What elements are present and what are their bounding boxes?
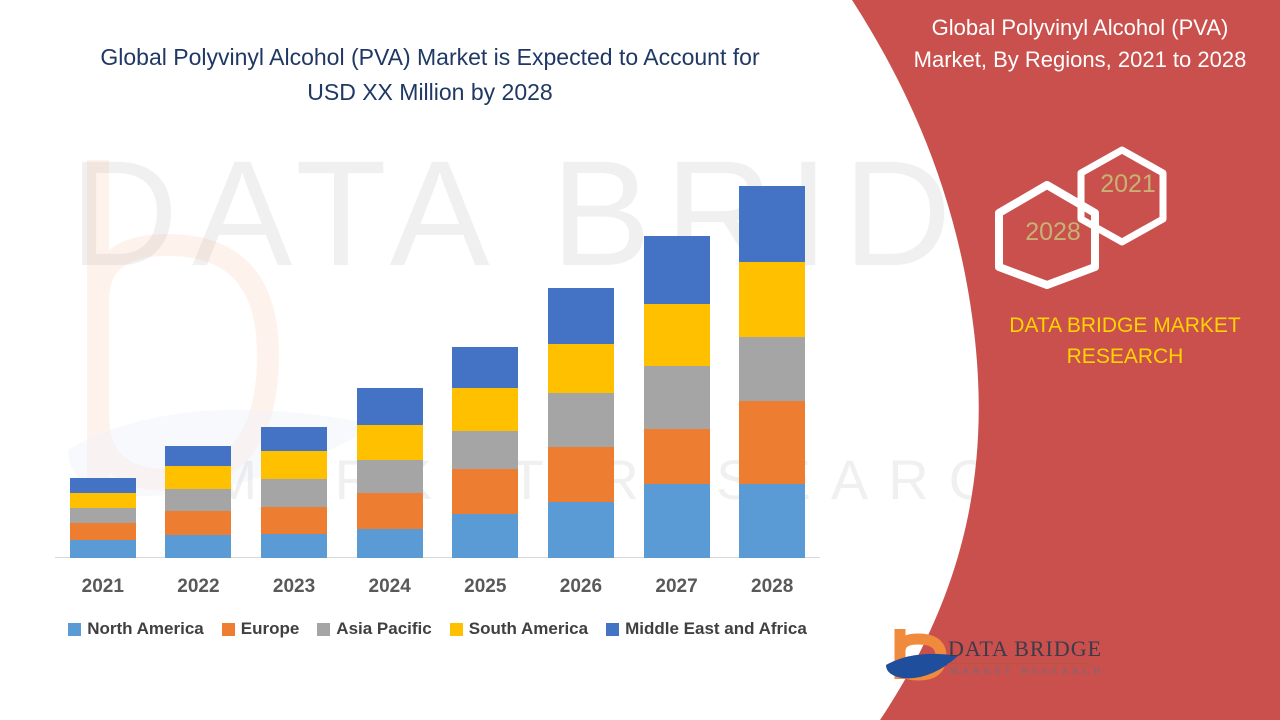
panel-title: Global Polyvinyl Alcohol (PVA) Market, B… bbox=[913, 15, 1247, 72]
x-axis-label: 2022 bbox=[177, 576, 220, 597]
hexagon-year-end: 2028 bbox=[1025, 218, 1081, 246]
bar-group bbox=[356, 387, 423, 558]
bar-segment bbox=[261, 427, 328, 452]
x-axis-label: 2026 bbox=[559, 576, 603, 597]
legend-item[interactable]: Europe bbox=[221, 619, 300, 639]
bar-segment bbox=[356, 459, 423, 493]
bar-segment bbox=[356, 528, 423, 558]
chart-x-axis: 2021 2022 2023 2024 2025 2026 2027 2028 bbox=[55, 566, 820, 600]
bar-segment bbox=[643, 428, 710, 484]
bar-group bbox=[547, 287, 614, 558]
logo-divider bbox=[948, 663, 1091, 664]
bar-segment bbox=[356, 424, 423, 460]
bar-segment bbox=[261, 534, 328, 558]
bar-segment bbox=[356, 492, 423, 529]
bar-segment bbox=[69, 508, 136, 524]
bar-segment bbox=[261, 507, 328, 535]
bar-group bbox=[261, 427, 328, 558]
bar-segment bbox=[452, 388, 519, 432]
bar-segment bbox=[452, 431, 519, 470]
legend-swatch-icon bbox=[221, 622, 235, 636]
hexagon-2021-icon bbox=[1077, 146, 1167, 246]
bar-segment bbox=[261, 451, 328, 480]
legend-label: Europe bbox=[240, 619, 300, 638]
bar-segment bbox=[452, 347, 519, 389]
chart-legend: North America Europe Asia Pacific South Ame… bbox=[55, 613, 820, 645]
logo-wordmark: DATA BRIDGE bbox=[948, 636, 1103, 661]
chart-axis-line bbox=[55, 557, 820, 558]
legend-swatch-icon bbox=[606, 622, 620, 636]
hexagon-2028-icon bbox=[995, 181, 1099, 289]
bar-segment bbox=[69, 523, 136, 541]
legend-label: South America bbox=[468, 619, 589, 638]
x-axis-label: 2027 bbox=[655, 576, 698, 597]
bar-segment bbox=[165, 534, 232, 558]
bar-segment bbox=[69, 493, 136, 509]
chart-plot-area bbox=[55, 150, 820, 558]
bar-segment bbox=[261, 479, 328, 508]
bar-segment bbox=[69, 478, 136, 494]
x-axis-label: 2028 bbox=[751, 576, 794, 597]
bar-segment bbox=[547, 344, 614, 394]
bar-segment bbox=[452, 514, 519, 558]
right-panel bbox=[840, 0, 1280, 720]
legend-swatch-icon bbox=[68, 622, 82, 636]
data-bridge-logo-icon bbox=[886, 629, 958, 681]
x-axis-label: 2024 bbox=[368, 576, 411, 597]
chart-title: Global Polyvinyl Alcohol (PVA) Market is… bbox=[100, 44, 760, 105]
bar-segment bbox=[643, 303, 710, 366]
logo-subtitle: MARKET RESEARCH bbox=[950, 666, 1105, 676]
legend-swatch-icon bbox=[449, 622, 463, 636]
legend-item[interactable]: Asia Pacific bbox=[317, 619, 432, 639]
bar-segment bbox=[739, 483, 806, 558]
bar-group bbox=[643, 235, 710, 558]
bar-segment bbox=[739, 261, 806, 338]
bar-segment bbox=[165, 445, 232, 466]
bar-group bbox=[739, 186, 806, 558]
hexagon-year-start: 2021 bbox=[1100, 170, 1156, 198]
bar-segment bbox=[356, 387, 423, 425]
bar-group bbox=[69, 478, 136, 558]
legend-label: Asia Pacific bbox=[336, 619, 432, 638]
bar-segment bbox=[547, 447, 614, 503]
legend-swatch-icon bbox=[317, 622, 331, 636]
bar-group bbox=[452, 347, 519, 558]
legend-label: Middle East and Africa bbox=[625, 619, 807, 638]
bar-segment bbox=[643, 365, 710, 429]
legend-label: North America bbox=[87, 619, 204, 638]
x-axis-label: 2023 bbox=[272, 576, 316, 597]
bar-segment bbox=[643, 483, 710, 558]
bar-segment bbox=[165, 510, 232, 535]
bar-group bbox=[165, 445, 232, 558]
bar-segment bbox=[69, 540, 136, 558]
brand-title: DATA BRIDGE MARKET RESEARCH bbox=[1009, 314, 1241, 368]
bar-segment bbox=[739, 186, 806, 262]
x-axis-label: 2025 bbox=[464, 576, 507, 597]
legend-item[interactable]: North America bbox=[68, 619, 204, 639]
x-axis-label: 2021 bbox=[81, 576, 124, 597]
bar-segment bbox=[547, 393, 614, 448]
bar-segment bbox=[643, 235, 710, 304]
hexagon-group bbox=[985, 145, 1185, 290]
bar-segment bbox=[547, 287, 614, 345]
bar-segment bbox=[739, 401, 806, 484]
bar-segment bbox=[739, 337, 806, 402]
bar-segment bbox=[452, 469, 519, 515]
bar-segment bbox=[547, 502, 614, 558]
bar-segment bbox=[165, 465, 232, 489]
legend-item[interactable]: Middle East and Africa bbox=[606, 619, 807, 639]
legend-item[interactable]: South America bbox=[449, 619, 589, 639]
bar-segment bbox=[165, 488, 232, 511]
